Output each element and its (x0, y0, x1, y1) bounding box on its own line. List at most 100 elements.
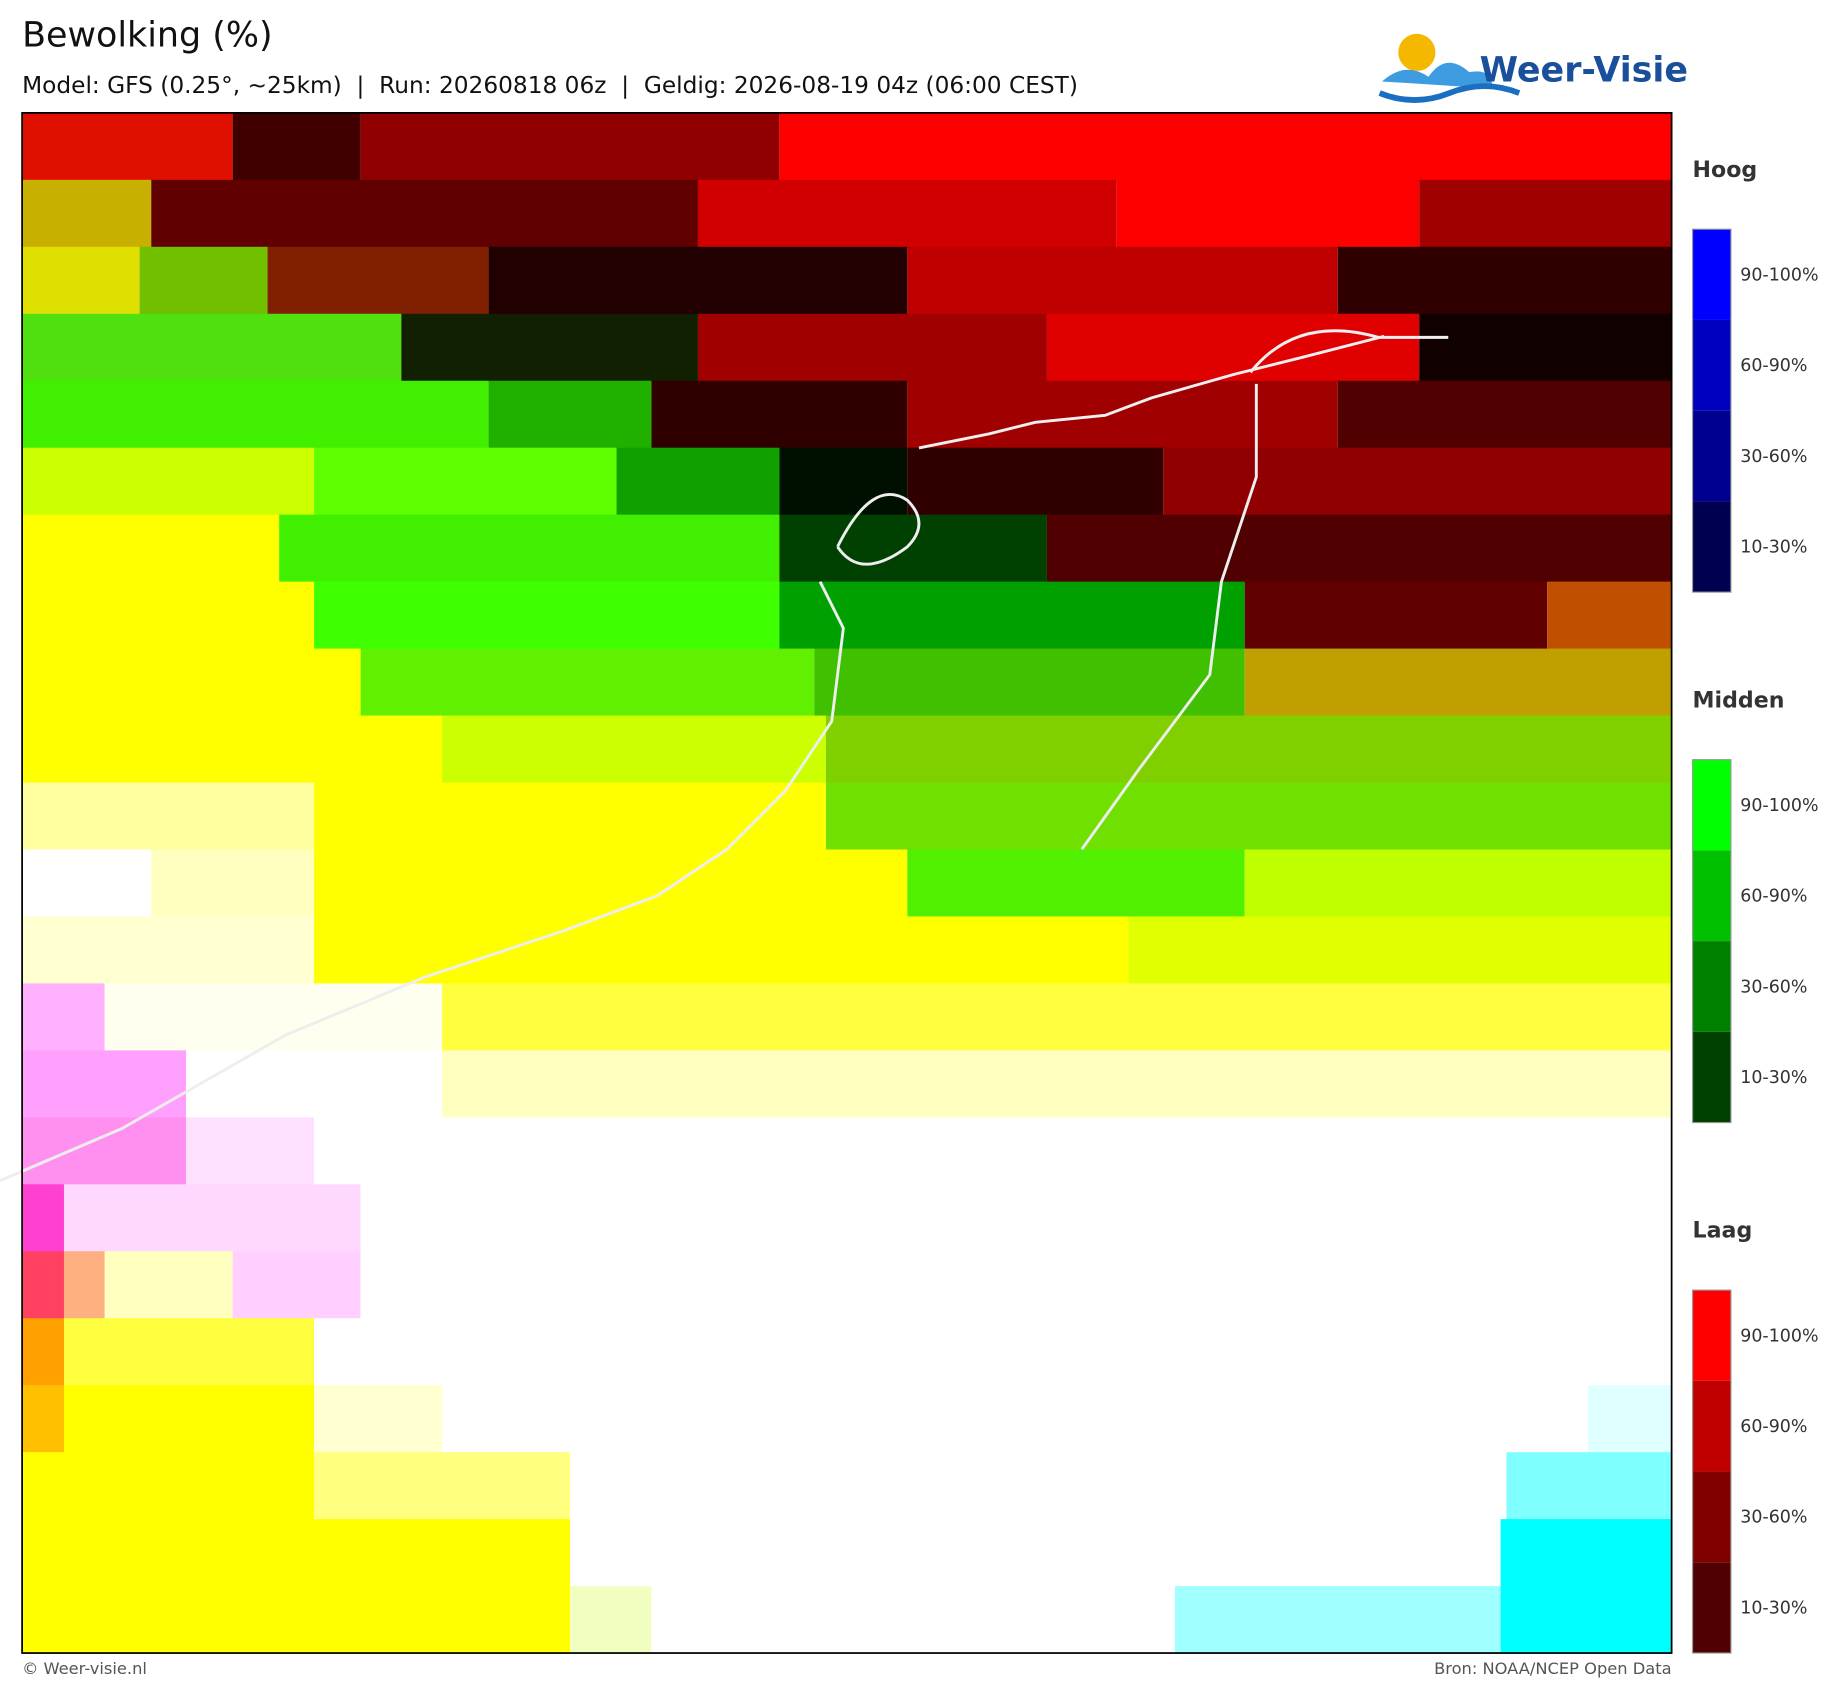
cloud-cell (1500, 1519, 1672, 1587)
cloud-cell (907, 849, 1245, 918)
cloud-cell (267, 246, 489, 315)
cloud-cell (825, 715, 1672, 784)
legend-swatch (1692, 1471, 1731, 1563)
cloud-cell (570, 1452, 1507, 1520)
legend-frame (1691, 1289, 1732, 1654)
cloud-cell (186, 1117, 315, 1185)
legend-swatch (1692, 941, 1731, 1032)
cloud-cell (779, 447, 908, 516)
cloud-cell (22, 313, 402, 382)
cloud-cell (779, 514, 1047, 583)
cloud-cell (616, 447, 780, 516)
cloud-cell (63, 1184, 361, 1252)
legend-swatch (1692, 1380, 1731, 1472)
legend-frame (1691, 228, 1732, 593)
cloud-cell (814, 648, 1245, 717)
legend-frame (1691, 759, 1732, 1124)
cloud-cell (139, 246, 268, 315)
cloud-cell (314, 447, 617, 516)
cloud-cell (401, 313, 698, 382)
cloud-cell (22, 380, 489, 449)
legend-label: 60-90% (1740, 887, 1807, 907)
cloud-cell (1244, 849, 1672, 918)
cloud-cell (360, 1184, 1672, 1252)
cloud-cell (1419, 313, 1672, 382)
cloud-cell (314, 782, 826, 851)
cloud-cell (1046, 313, 1420, 382)
legend-label: 30-60% (1740, 977, 1807, 997)
cloud-cell (314, 1385, 443, 1453)
legend-title: Hoog (1693, 157, 1758, 183)
legend-swatch (1692, 501, 1731, 593)
cloud-cell (488, 380, 652, 449)
cloud-cell (1547, 581, 1672, 650)
cloud-cell (1163, 447, 1672, 516)
legend-label: 30-60% (1740, 1508, 1807, 1528)
cloud-cell (151, 849, 315, 918)
cloud-cell (651, 380, 908, 449)
cloud-cell (825, 782, 1672, 851)
cloud-cell (651, 1586, 1175, 1654)
cloud-cell (1244, 581, 1548, 650)
coastline (0, 329, 1449, 1183)
legend-swatch (1692, 410, 1731, 502)
cloud-cell (22, 514, 280, 583)
cloud-cell (314, 581, 780, 650)
title: Bewolking (%) (22, 16, 273, 56)
cloud-cell (22, 179, 152, 248)
cloud-cell (314, 916, 1129, 984)
cloud-cell (314, 849, 908, 918)
cloud-cell (22, 581, 315, 650)
cloud-cell (22, 1452, 315, 1520)
subtitle: Model: GFS (0.25°, ~25km) | Run: 2026081… (22, 72, 1078, 99)
legend-swatch (1692, 1562, 1731, 1654)
cloud-cell (1337, 246, 1672, 315)
cloud-cell (22, 1385, 64, 1453)
map (22, 112, 1672, 1654)
cloud-cell (1174, 1586, 1501, 1654)
cloud-cell (1506, 1452, 1672, 1520)
legend-swatch (1692, 850, 1731, 942)
cloud-cell (1116, 179, 1420, 248)
cloud-cell (488, 246, 908, 315)
legend-swatch (1692, 1031, 1731, 1123)
cloud-cell (104, 1251, 233, 1319)
cloud-cell (442, 715, 826, 784)
cloud-cell (314, 1318, 1672, 1386)
legend: Hoog 90-100% 60-90% 30-60% 10-30% Midden 90-10… (1691, 157, 1819, 1654)
cloud-cell (22, 648, 361, 717)
cloud-cell (22, 1519, 570, 1587)
cloud-cell (314, 1452, 570, 1520)
cloud-cell (186, 1050, 443, 1118)
cloud-cell (1500, 1586, 1672, 1654)
cloud-cell (1046, 514, 1672, 583)
cloud-cell (1244, 648, 1672, 717)
legend-label: 10-30% (1740, 1068, 1807, 1088)
legend-swatch (1692, 319, 1731, 411)
cloud-cell (697, 313, 1047, 382)
legend-label: 90-100% (1740, 265, 1818, 285)
cloud-cell (63, 1385, 315, 1453)
map-frame (21, 112, 1673, 1654)
legend-label: 60-90% (1740, 356, 1807, 376)
cloud-cell (22, 1586, 570, 1654)
legend-swatch (1692, 759, 1731, 851)
legend-label: 10-30% (1740, 538, 1807, 558)
cloud-cell (63, 1251, 105, 1319)
logo: Weer-Visie (1378, 33, 1688, 103)
cloud-cell (1587, 1385, 1672, 1453)
cloud-cell (907, 447, 1164, 516)
cloud-cell (360, 112, 780, 181)
cloud-cell (22, 983, 105, 1051)
cloud-cell (360, 648, 815, 717)
cloud-cell (442, 983, 1672, 1051)
cloud-cell (22, 782, 315, 851)
cloud-cell (22, 715, 443, 784)
logo-text: Weer-Visie (1480, 50, 1688, 90)
cloud-cell (22, 1251, 64, 1319)
cloud-cell (314, 1117, 1672, 1185)
cloud-cell (1128, 916, 1672, 984)
cloud-cell (279, 514, 780, 583)
legend-label: 90-100% (1740, 796, 1818, 816)
cloud-cell (22, 246, 140, 315)
